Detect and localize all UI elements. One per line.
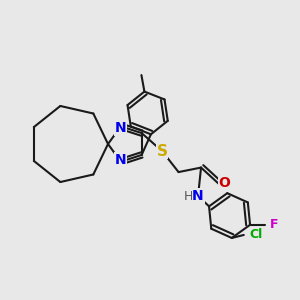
Text: N: N: [115, 153, 127, 167]
Text: O: O: [218, 176, 230, 190]
Text: F: F: [270, 218, 278, 231]
Text: N: N: [115, 121, 127, 135]
Text: H: H: [184, 190, 193, 203]
Text: Cl: Cl: [249, 229, 262, 242]
Text: S: S: [157, 144, 167, 159]
Text: N: N: [192, 189, 204, 203]
